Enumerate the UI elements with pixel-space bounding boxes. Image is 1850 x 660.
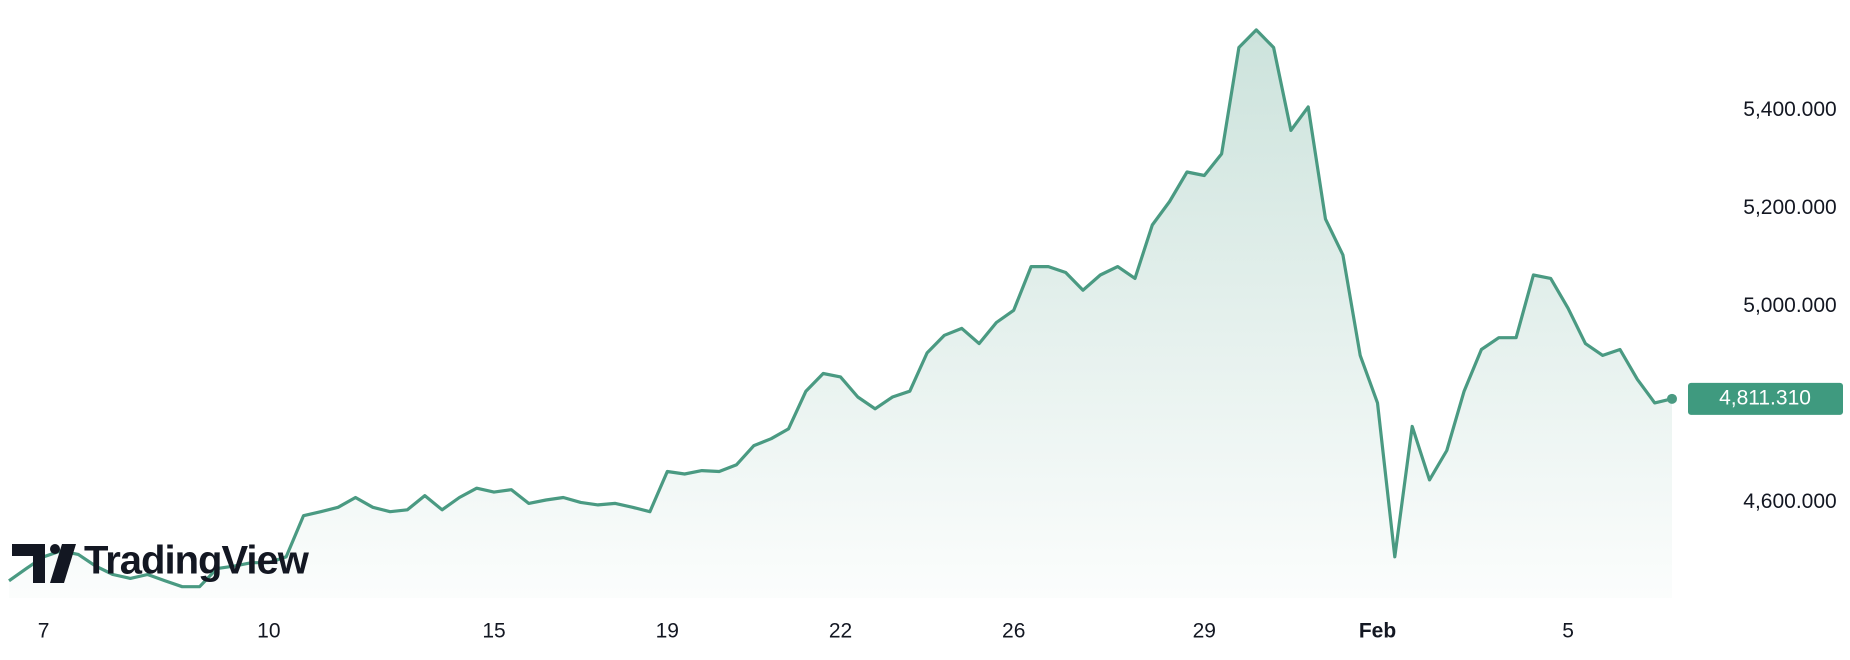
y-tick-label: 5,400.000 [1743, 98, 1836, 121]
watermark-logo [12, 544, 76, 583]
price-line [8, 28, 1673, 589]
x-tick-label: 22 [829, 620, 852, 643]
y-tick-label: 5,200.000 [1743, 196, 1836, 219]
y-tick-label: 5,000.000 [1743, 294, 1836, 317]
watermark: TradingView [12, 539, 311, 583]
watermark-logo-dot [50, 544, 60, 554]
x-tick-label: 5 [1562, 620, 1574, 643]
area-fill [9, 29, 1672, 598]
x-tick-label: 15 [482, 620, 505, 643]
last-price-label: 4,811.310 [1719, 386, 1811, 409]
y-tick-label: 4,600.000 [1743, 490, 1836, 513]
x-tick-label: 26 [1002, 620, 1025, 643]
x-tick-label: 7 [38, 620, 50, 643]
x-tick-label: 10 [257, 620, 280, 643]
x-tick-label: 19 [656, 620, 679, 643]
last-price-badge [1688, 382, 1843, 415]
last-point [1667, 393, 1677, 404]
x-tick-label: 29 [1193, 620, 1216, 643]
x-tick-label: Feb [1359, 620, 1396, 643]
watermark-text: TradingView [84, 539, 310, 583]
